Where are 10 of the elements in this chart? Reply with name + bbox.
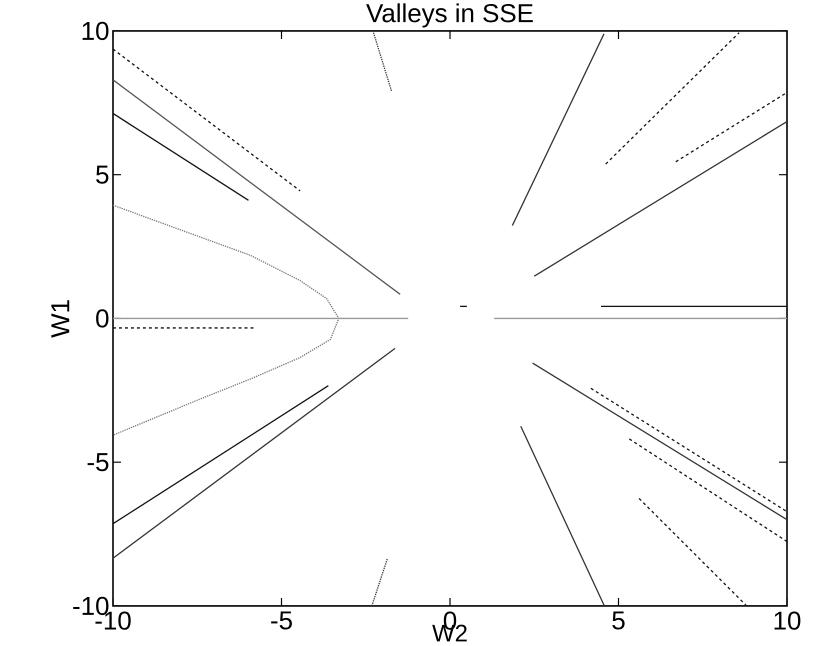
x-tick-label: 10	[774, 611, 800, 630]
y-tick-label: -5	[88, 453, 108, 472]
y-axis-title: W1	[51, 300, 70, 338]
x-tick-label: -5	[271, 611, 292, 630]
y-tick-label: 0	[96, 309, 108, 328]
line-series	[112, 204, 340, 436]
x-tick-label: 5	[612, 611, 625, 630]
y-tick-label: 10	[82, 22, 108, 40]
chart-title: Valleys in SSE	[366, 3, 533, 28]
y-tick-label: 5	[96, 166, 108, 184]
